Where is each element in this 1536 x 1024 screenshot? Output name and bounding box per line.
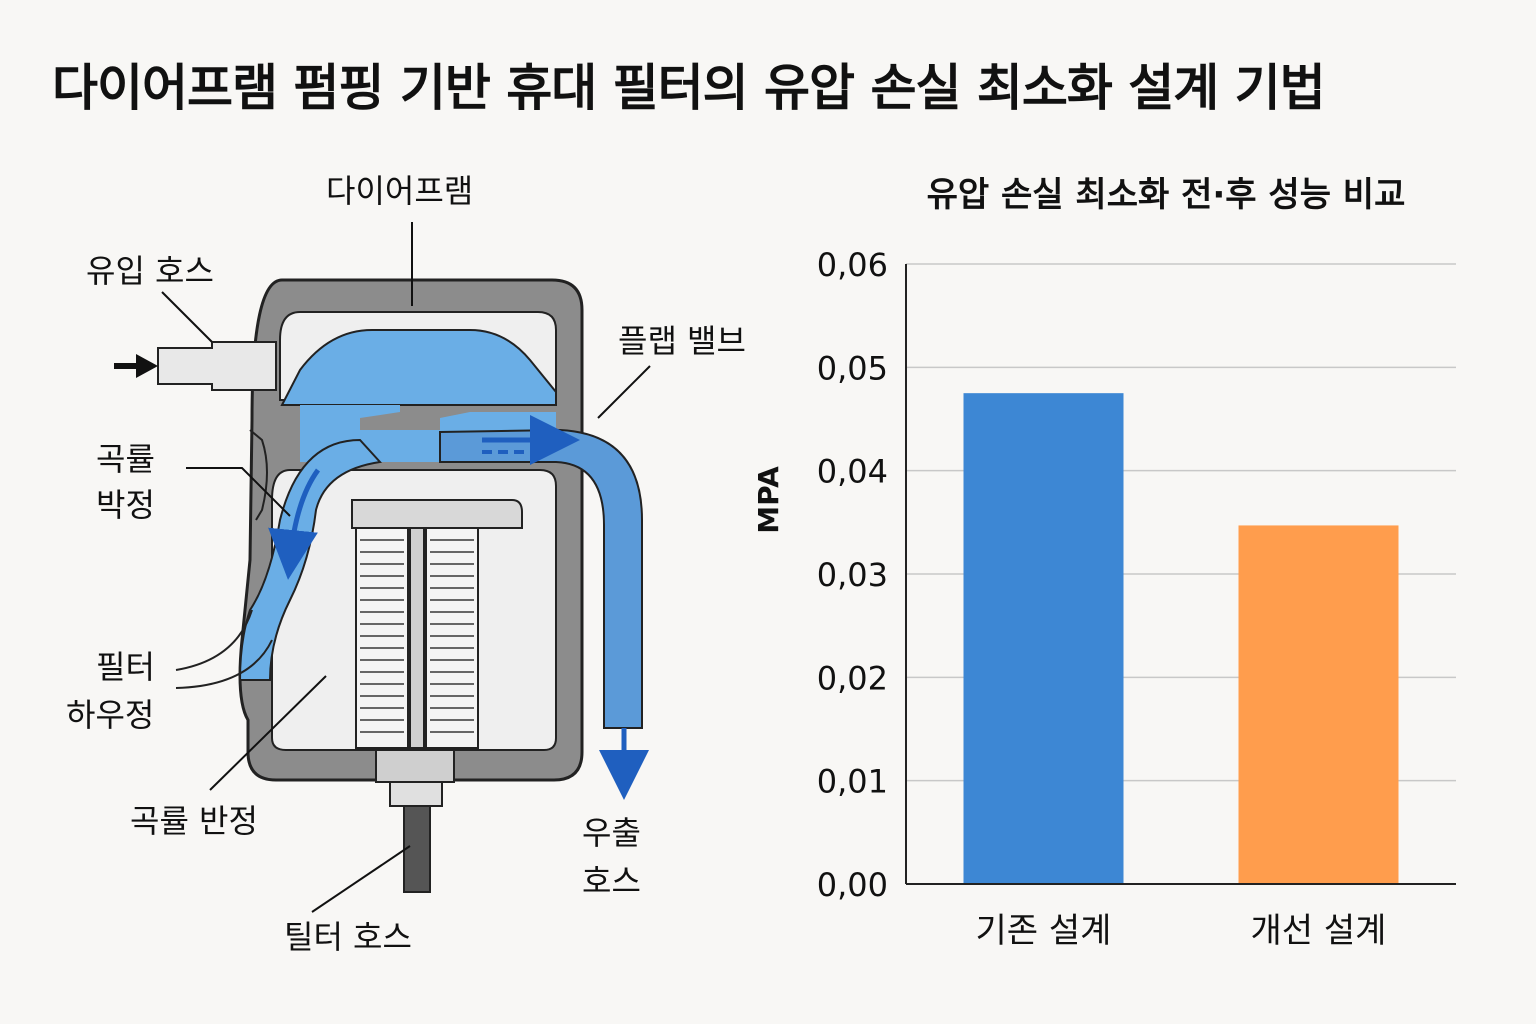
label-groove-plate-2: 박정 (96, 486, 155, 524)
page-title: 다이어프램 펌핑 기반 휴대 필터의 유압 손실 최소화 설계 기법 (52, 59, 1326, 117)
inlet-arrow-head (136, 354, 158, 378)
label-filter-housing-2: 하우정 (66, 696, 154, 734)
chart-x-labels: 기존 설계 개선 설계 (976, 911, 1387, 951)
outlet-pipe (439, 428, 643, 729)
x-category-label: 개선 설계 (1251, 911, 1387, 951)
label-inlet-hose: 유입 호스 (86, 252, 214, 290)
leader-filter-hose (311, 845, 411, 913)
leader-groove-plate (186, 467, 291, 517)
diaphragm-water (280, 329, 557, 406)
left-flow-channel (238, 438, 383, 681)
y-tick-label: 0,01 (817, 763, 888, 801)
chart-title: 유압 손실 최소화 전·후 성능 비교 (927, 175, 1406, 215)
y-tick-label: 0,06 (817, 246, 888, 284)
bar-1 (963, 393, 1124, 884)
filter-housing-curve (175, 609, 273, 689)
x-category-label: 기존 설계 (976, 911, 1112, 951)
leader-inlet (161, 291, 213, 343)
y-tick-label: 0,04 (817, 453, 888, 491)
y-axis-label: MPA (752, 466, 785, 534)
label-filter-hose: 틸터 호스 (284, 918, 412, 956)
label-outlet-2: 호스 (582, 862, 641, 900)
leader-flap (597, 365, 651, 419)
housing-wall-lip (249, 429, 268, 521)
leader-groove-half (209, 675, 327, 791)
chart-bars (963, 393, 1399, 884)
flow-arrow-left (268, 468, 321, 580)
bar-2 (1238, 525, 1399, 884)
bottom-nipple (389, 781, 443, 807)
label-filter-housing-1: 필터 (96, 648, 155, 686)
y-tick-label: 0,00 (817, 866, 888, 904)
bottom-hose (403, 805, 431, 893)
pump-filter-diagram: 다이어프램 유입 호스 플랩 밸브 곡률 박정 필터 하우정 곡률 반정 틸터 … (66, 172, 746, 956)
filter-cap (351, 499, 523, 529)
y-tick-label: 0,05 (817, 349, 888, 387)
label-groove-plate-1: 곡률 (96, 440, 155, 478)
label-diaphragm: 다이어프램 (326, 172, 473, 210)
label-groove-half: 곡률 반정 (130, 802, 258, 840)
filter-cartridge (355, 527, 479, 749)
y-tick-label: 0,02 (817, 659, 888, 697)
inlet-hose (157, 341, 277, 391)
bottom-fitting (375, 749, 455, 783)
label-outlet-1: 우출 (582, 814, 641, 852)
y-tick-label: 0,03 (817, 556, 888, 594)
chart-y-ticks: 0,00 0,01 0,02 0,03 0,04 0,05 0,06 (817, 246, 888, 904)
label-flap-valve: 플랩 밸브 (618, 322, 746, 360)
